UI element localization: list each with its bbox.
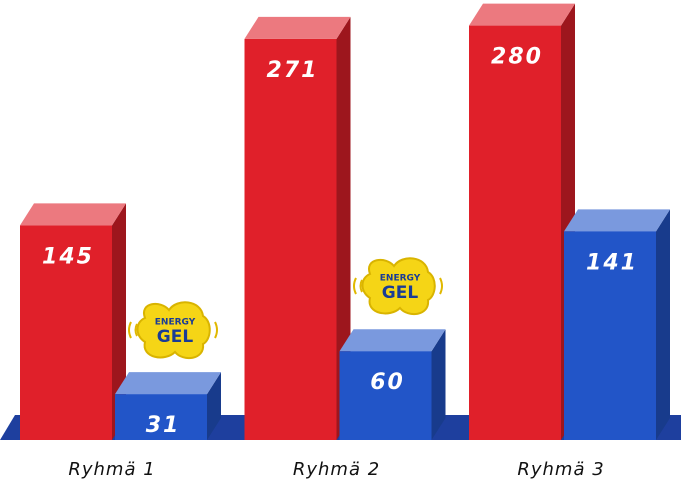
energy-gel-badge: ENERGY GEL [128, 301, 218, 360]
value-label: 280 [491, 45, 543, 70]
bar-front [339, 351, 432, 440]
badge-text: ENERGY [380, 274, 421, 284]
bar [115, 372, 221, 440]
badge-text: GEL [382, 283, 419, 303]
bar [20, 203, 126, 440]
energy-gel-badge: ENERGY GEL [353, 257, 443, 316]
bar-side [431, 329, 446, 440]
bar-front [469, 25, 561, 440]
bar-top [469, 3, 575, 26]
bar [244, 16, 351, 441]
badge-text: ENERGY [155, 318, 196, 328]
bar-top [339, 329, 446, 352]
x-tick-label: Ryhmä 2 [293, 459, 380, 480]
bar-side [336, 16, 351, 440]
value-label: 60 [370, 370, 405, 395]
bar-front [564, 231, 656, 440]
x-tick-label: Ryhmä 1 [68, 459, 155, 480]
value-label: 141 [586, 250, 638, 275]
bar-top [20, 203, 126, 226]
bar-top [115, 372, 221, 395]
bar-side [207, 372, 221, 440]
badge-text: GEL [157, 327, 194, 347]
bar [564, 209, 670, 440]
bar-front [115, 394, 207, 440]
bar-top [564, 209, 670, 232]
bar-side [112, 203, 126, 440]
bar-front [20, 225, 112, 440]
bar-side [656, 209, 670, 440]
value-label: 271 [267, 58, 319, 83]
value-label: 145 [42, 244, 94, 269]
x-tick-label: Ryhmä 3 [517, 459, 604, 480]
bar-top [244, 16, 351, 39]
bar-front [244, 38, 337, 441]
bar [339, 329, 446, 440]
value-label: 31 [146, 413, 181, 438]
